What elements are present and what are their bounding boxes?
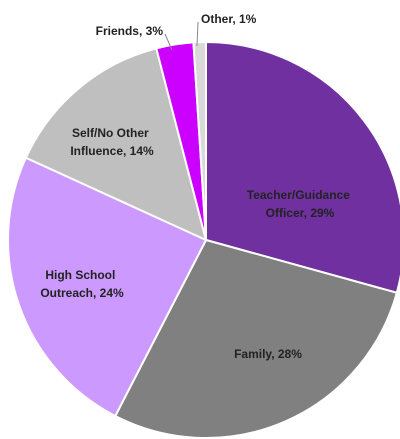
slice: [205, 40, 400, 294]
slice-label: Teacher/Guidance Officer, 29%: [247, 188, 353, 220]
slice: [113, 238, 399, 439]
slice: [7, 156, 208, 418]
slice-label: High School Outreach, 24%: [40, 268, 124, 300]
slice: [192, 40, 207, 241]
slice-label: Friends, 3%: [96, 24, 164, 38]
slice-label: Family, 28%: [234, 347, 302, 361]
label-line: Self/No Other: [72, 126, 152, 140]
slice-label: Self/No Other Influence, 14%: [70, 126, 154, 158]
labels: Teacher/Guidance Officer, 29% Family, 28%…: [40, 12, 353, 361]
label-line: Influence, 14%: [70, 144, 154, 158]
label-line: High School: [45, 268, 118, 282]
label-line: Outreach, 24%: [40, 286, 124, 300]
slice-label: Other, 1%: [201, 12, 257, 26]
pie: [7, 40, 400, 439]
label-line: Officer, 29%: [266, 206, 335, 220]
label-line: Teacher/Guidance: [247, 188, 353, 202]
leader-line: [164, 33, 173, 51]
slice: [24, 47, 208, 242]
leader-line: [196, 21, 199, 47]
